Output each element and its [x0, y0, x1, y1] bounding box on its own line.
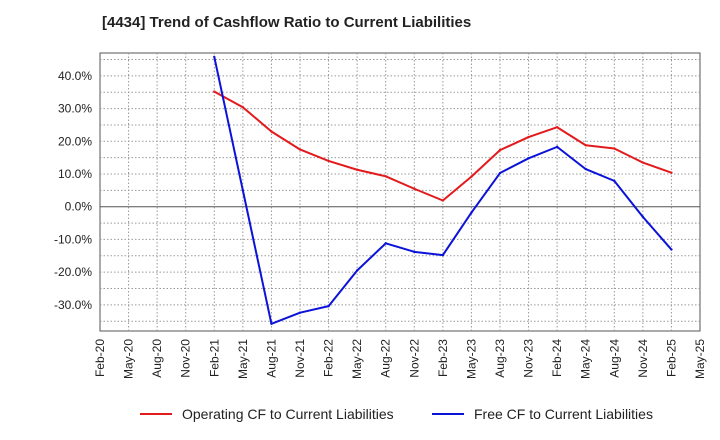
x-tick-label: May-24 — [579, 339, 593, 379]
data-point — [413, 250, 416, 254]
y-tick-label: 30.0% — [58, 102, 92, 116]
data-point — [213, 55, 216, 59]
data-point — [270, 130, 273, 133]
legend-label-2: Free CF to Current Liabilities — [474, 406, 653, 422]
series-layer — [213, 55, 673, 326]
legend: Operating CF to Current Liabilities Free … — [140, 406, 653, 422]
data-point — [555, 145, 559, 149]
y-tick-label: -10.0% — [54, 232, 92, 246]
y-tick-label: 40.0% — [58, 69, 92, 83]
data-point — [327, 304, 330, 308]
x-tick-label: Nov-21 — [293, 339, 307, 378]
chart-title: [4434] Trend of Cashflow Ratio to Curren… — [102, 14, 472, 31]
data-point — [498, 148, 502, 152]
x-tick-label: Aug-22 — [379, 339, 393, 378]
data-point — [498, 171, 502, 175]
data-point — [441, 199, 445, 202]
data-point — [270, 322, 273, 326]
data-point — [384, 242, 387, 245]
data-point — [470, 211, 473, 214]
x-tick-label: Feb-20 — [93, 339, 107, 377]
y-tick-label: -30.0% — [54, 298, 92, 312]
data-point — [298, 148, 302, 151]
x-tick-label: May-23 — [464, 339, 478, 379]
y-tick-label: 0.0% — [65, 200, 93, 214]
y-tick-label: 20.0% — [58, 134, 92, 148]
x-tick-label: Aug-24 — [607, 339, 621, 378]
data-point — [441, 253, 445, 257]
data-point — [527, 135, 530, 139]
grid-layer — [99, 52, 701, 332]
data-point — [584, 144, 587, 147]
data-point — [527, 157, 530, 160]
x-tick-label: Nov-24 — [636, 339, 650, 378]
data-point — [241, 106, 245, 109]
data-point — [213, 90, 216, 93]
data-point — [641, 215, 645, 219]
x-tick-label: Nov-22 — [407, 339, 421, 378]
x-tick-label: May-20 — [122, 339, 136, 379]
plot-area — [99, 52, 701, 332]
x-tick-label: Nov-23 — [522, 339, 536, 378]
data-point — [670, 248, 673, 251]
x-tick-label: May-25 — [693, 339, 707, 379]
x-tick-label: Aug-23 — [493, 339, 507, 378]
x-tick-label: Aug-21 — [264, 339, 278, 378]
data-point — [413, 187, 416, 190]
x-tick-label: Aug-20 — [150, 339, 164, 378]
x-tick-label: Nov-20 — [179, 339, 193, 378]
data-point — [613, 147, 616, 150]
x-tick-label: Feb-22 — [322, 339, 336, 377]
data-point — [641, 161, 645, 164]
data-point — [384, 175, 387, 178]
x-tick-label: May-22 — [350, 339, 364, 379]
x-tick-label: Feb-23 — [436, 339, 450, 377]
data-point — [670, 171, 673, 174]
axis-layer: 40.0% 30.0% 20.0% 10.0% 0.0% -10.0% -20.0% -30.… — [54, 69, 707, 379]
data-point — [241, 189, 245, 192]
x-tick-label: Feb-24 — [550, 339, 564, 377]
y-tick-label: -20.0% — [54, 265, 92, 279]
x-tick-label: Feb-25 — [664, 339, 678, 377]
x-tick-label: Feb-21 — [207, 339, 221, 377]
x-tick-label: May-21 — [236, 339, 250, 379]
legend-label-1: Operating CF to Current Liabilities — [182, 406, 394, 422]
data-point — [327, 159, 330, 163]
y-tick-label: 10.0% — [58, 167, 92, 181]
data-point — [613, 179, 616, 183]
data-point — [470, 175, 473, 178]
data-point — [555, 126, 559, 129]
data-point — [355, 168, 359, 171]
data-point — [298, 311, 302, 314]
data-point — [355, 269, 359, 272]
data-point — [584, 167, 587, 171]
